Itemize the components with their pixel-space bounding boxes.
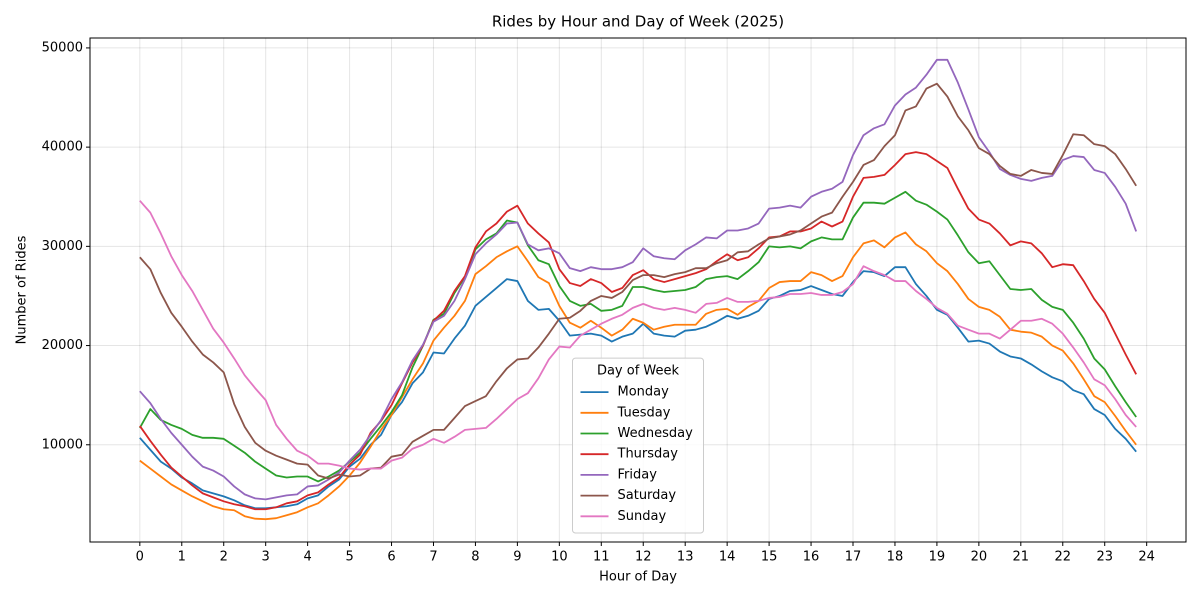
y-tick-label: 20000 xyxy=(42,338,83,353)
legend-box xyxy=(572,357,704,534)
series-line xyxy=(139,266,1137,510)
legend-label: Monday xyxy=(618,385,670,400)
legend: Day of Week Monday Tuesday Wednesday Thursda… xyxy=(572,357,704,534)
series-line xyxy=(139,200,1137,471)
x-tick-label: 13 xyxy=(677,550,694,565)
legend-label: Thursday xyxy=(617,447,679,462)
x-tick-label: 14 xyxy=(719,550,736,565)
x-tick-label: 21 xyxy=(1013,550,1030,565)
x-tick-label: 23 xyxy=(1096,550,1113,565)
x-tick-label: 15 xyxy=(761,550,778,565)
y-tick-label: 10000 xyxy=(42,437,83,452)
x-tick-label: 8 xyxy=(471,550,479,565)
x-tick-label: 16 xyxy=(803,550,820,565)
x-tick-label: 4 xyxy=(303,550,311,565)
x-tick-label: 9 xyxy=(513,550,521,565)
x-tick-label: 19 xyxy=(929,550,946,565)
chart-title: Rides by Hour and Day of Week (2025) xyxy=(492,13,784,31)
x-tick-label: 17 xyxy=(845,550,862,565)
series-line xyxy=(139,58,1138,501)
y-tick-label: 40000 xyxy=(42,140,83,155)
y-tick-label: 50000 xyxy=(42,40,83,55)
legend-label: Tuesday xyxy=(617,405,671,420)
plot-frame xyxy=(89,37,1187,543)
x-tick-label: 20 xyxy=(971,550,988,565)
x-tick-label: 5 xyxy=(345,550,353,565)
x-tick-label: 22 xyxy=(1054,550,1071,565)
x-tick-label: 18 xyxy=(887,550,904,565)
legend-label: Saturday xyxy=(618,488,677,503)
x-axis-label: Hour of Day xyxy=(599,570,677,585)
series-line xyxy=(139,231,1137,521)
x-tick-label: 7 xyxy=(429,550,437,565)
x-tick-label: 24 xyxy=(1138,550,1155,565)
legend-label: Sunday xyxy=(618,509,667,524)
x-tick-label: 11 xyxy=(593,550,610,565)
x-tick-label: 6 xyxy=(387,550,395,565)
y-tick-label: 30000 xyxy=(42,239,83,254)
x-tick-label: 0 xyxy=(136,550,144,565)
legend-label: Friday xyxy=(618,467,658,482)
x-tick-label: 12 xyxy=(635,550,652,565)
legend-label: Wednesday xyxy=(618,426,694,441)
x-tick-label: 2 xyxy=(220,550,228,565)
x-tick-label: 10 xyxy=(551,550,568,565)
series-line xyxy=(139,82,1137,480)
series-line xyxy=(139,151,1137,511)
y-axis-label: Number of Rides xyxy=(15,235,30,344)
x-tick-label: 3 xyxy=(262,550,270,565)
series-line xyxy=(139,190,1137,483)
x-tick-label: 1 xyxy=(178,550,186,565)
legend-title: Day of Week xyxy=(597,364,680,379)
